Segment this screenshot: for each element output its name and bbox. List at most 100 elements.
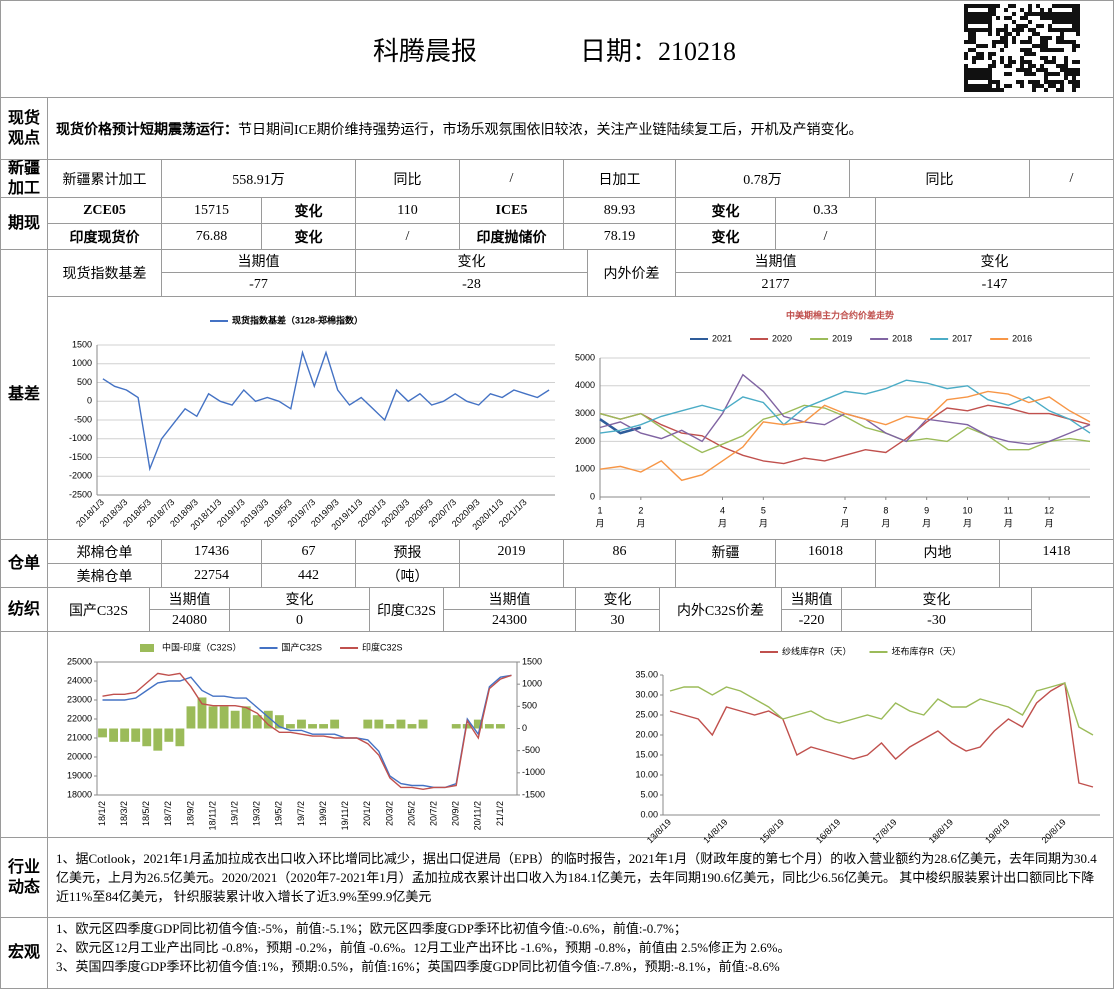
qr-module <box>1020 56 1024 60</box>
qr-module <box>1072 72 1076 76</box>
qr-module <box>972 84 976 88</box>
qr-module <box>1040 64 1044 68</box>
cell: 内外价差 <box>588 250 676 297</box>
qr-module <box>1044 48 1048 52</box>
section-label: 行业动态 <box>0 838 48 918</box>
qr-module <box>1000 60 1004 64</box>
qr-module <box>984 28 988 32</box>
qr-module <box>1036 80 1040 84</box>
qr-module <box>1048 36 1052 40</box>
qr-module <box>1032 52 1036 56</box>
qr-module <box>996 88 1000 92</box>
qr-module <box>1020 80 1024 84</box>
qr-module <box>1072 76 1076 80</box>
qr-module <box>988 76 992 80</box>
qr-module <box>984 16 988 20</box>
qr-module <box>988 32 992 36</box>
qr-module <box>1072 20 1076 24</box>
qr-module <box>976 12 980 16</box>
cell <box>460 564 564 588</box>
qr-module <box>976 56 980 60</box>
qr-module <box>1040 16 1044 20</box>
cell: 2019 <box>460 540 564 564</box>
qr-module <box>1060 20 1064 24</box>
cell: 当期值 <box>676 250 876 273</box>
qr-module <box>1020 24 1024 28</box>
qr-module <box>1020 48 1024 52</box>
qr-module <box>1068 20 1072 24</box>
qr-module <box>972 56 976 60</box>
qr-module <box>1056 40 1060 44</box>
qr-module <box>1060 68 1064 72</box>
qr-module <box>980 4 984 8</box>
qr-module <box>976 20 980 24</box>
qr-module <box>1032 12 1036 16</box>
qr-module <box>996 32 1000 36</box>
qr-module <box>1056 16 1060 20</box>
qr-module <box>1016 24 1020 28</box>
cell: 2177 <box>676 273 876 297</box>
qr-module <box>996 28 1000 32</box>
qr-module <box>1052 12 1056 16</box>
qr-module <box>968 40 972 44</box>
qr-module <box>1048 8 1052 12</box>
qr-module <box>1036 24 1040 28</box>
qr-module <box>1076 80 1080 84</box>
qr-module <box>988 28 992 32</box>
cell: -30 <box>842 610 1032 632</box>
qr-module <box>1024 24 1028 28</box>
qr-module <box>1064 64 1068 68</box>
qr-module <box>1000 40 1004 44</box>
cell <box>564 564 676 588</box>
cell: / <box>1030 160 1114 198</box>
qr-module <box>1076 84 1080 88</box>
qr-module <box>1036 4 1040 8</box>
qr-module <box>1068 12 1072 16</box>
qr-module <box>1004 44 1008 48</box>
qr-module <box>984 12 988 16</box>
cell: 变化 <box>262 198 356 224</box>
cell: 现货指数基差 <box>48 250 162 297</box>
qr-module <box>972 40 976 44</box>
qr-module <box>1076 28 1080 32</box>
qr-module <box>1012 12 1016 16</box>
qr-module <box>992 4 996 8</box>
header: 科腾晨报 日期：210218 <box>0 0 1114 98</box>
qr-module <box>980 20 984 24</box>
qr-module <box>976 76 980 80</box>
qr-module <box>984 84 988 88</box>
qr-module <box>972 28 976 32</box>
cell: 国产C32S <box>48 588 150 632</box>
qr-module <box>988 24 992 28</box>
qr-module <box>1064 76 1068 80</box>
qr-module <box>1044 88 1048 92</box>
qr-module <box>992 12 996 16</box>
qr-module <box>1012 4 1016 8</box>
qr-module <box>968 36 972 40</box>
cell: / <box>460 160 564 198</box>
qr-module <box>968 88 972 92</box>
qr-module <box>1060 48 1064 52</box>
qr-module <box>984 68 988 72</box>
qr-module <box>1032 44 1036 48</box>
cell: 郑棉仓单 <box>48 540 162 564</box>
qr-module <box>1076 24 1080 28</box>
qr-module <box>988 20 992 24</box>
qr-module <box>1008 32 1012 36</box>
chart-area <box>48 632 1114 838</box>
qr-module <box>1044 16 1048 20</box>
qr-module <box>988 84 992 88</box>
qr-module <box>984 44 988 48</box>
qr-module <box>988 72 992 76</box>
qr-module <box>1044 80 1048 84</box>
cell: ICE5 <box>460 198 564 224</box>
qr-module <box>964 28 968 32</box>
qr-module <box>1028 80 1032 84</box>
qr-module <box>964 12 968 16</box>
cell: 78.19 <box>564 224 676 250</box>
qr-module <box>1016 68 1020 72</box>
cell: 76.88 <box>162 224 262 250</box>
qr-module <box>980 28 984 32</box>
qr-module <box>1060 40 1064 44</box>
